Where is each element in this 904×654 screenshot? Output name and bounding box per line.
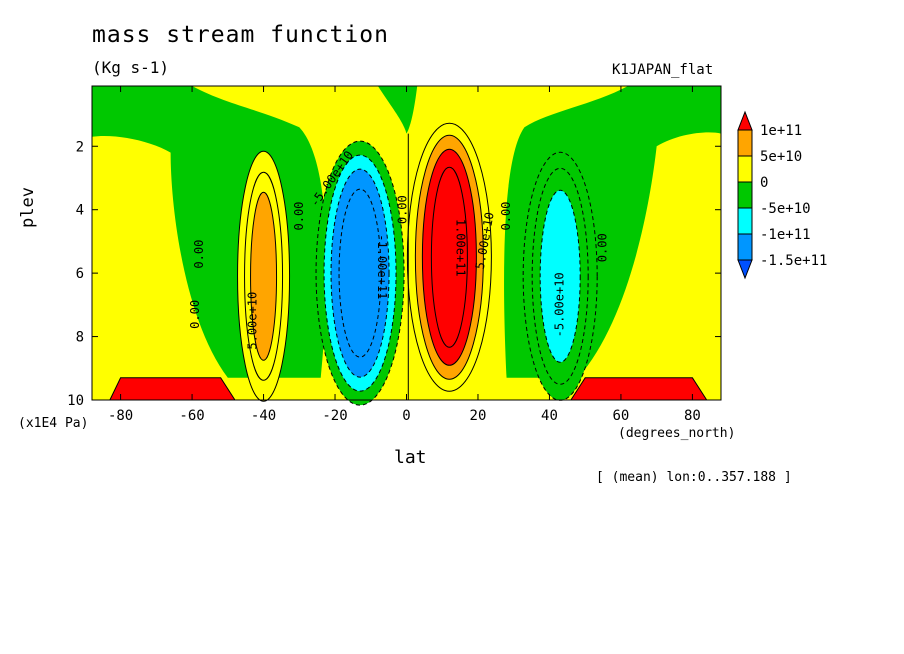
y-tick-label-1: 4 bbox=[76, 203, 84, 219]
contour-label-10: 0.00 bbox=[396, 195, 410, 224]
x-tick-label-7: 60 bbox=[613, 408, 630, 424]
contour-label-11: 0.00 bbox=[499, 202, 513, 231]
x-axis-units: (degrees_north) bbox=[618, 426, 736, 441]
legend-swatch-3 bbox=[737, 207, 753, 235]
y-tick-label-2: 6 bbox=[76, 266, 84, 282]
green-region-equator bbox=[377, 86, 418, 134]
legend-swatch-1 bbox=[737, 155, 753, 183]
x-tick-label-5: 20 bbox=[470, 408, 487, 424]
contour-cell-2-level-4 bbox=[338, 188, 382, 358]
topography-north bbox=[569, 377, 708, 401]
legend-swatch-4 bbox=[737, 233, 753, 261]
contour-cell-4-level-3 bbox=[539, 189, 581, 363]
legend-level-5: -1.5e+11 bbox=[760, 253, 827, 269]
legend-level-0: 1e+11 bbox=[760, 123, 802, 139]
chart-units: (Kg s-1) bbox=[92, 58, 170, 77]
chart-title: mass stream function bbox=[92, 22, 389, 48]
topography-south bbox=[109, 377, 236, 401]
contour-label-5: 1.00e+11 bbox=[454, 219, 468, 277]
legend-level-3: -5e+10 bbox=[760, 201, 811, 217]
x-tick-label-2: -40 bbox=[251, 408, 276, 424]
legend-swatch-0 bbox=[737, 129, 753, 157]
x-tick-label-6: 40 bbox=[541, 408, 558, 424]
x-axis-label: lat bbox=[394, 447, 427, 468]
mean-note: [ (mean) lon:0..357.188 ] bbox=[596, 470, 792, 485]
y-axis-units: (x1E4 Pa) bbox=[18, 416, 89, 431]
contour-cell-3-level-4 bbox=[430, 166, 468, 348]
legend-swatch-2 bbox=[737, 181, 753, 209]
x-tick-label-3: -20 bbox=[322, 408, 347, 424]
legend-level-1: 5e+10 bbox=[760, 149, 802, 165]
y-tick-label-0: 2 bbox=[76, 139, 84, 155]
legend-arrow-top bbox=[737, 110, 753, 131]
contour-label-3: -1.00e+11 bbox=[375, 234, 389, 299]
y-tick-label-4: 10 bbox=[67, 393, 84, 409]
contour-label-1: 5.00e+10 bbox=[245, 292, 259, 350]
contour-cell-1-level-3 bbox=[250, 191, 278, 361]
x-tick-label-1: -60 bbox=[179, 408, 204, 424]
contour-label-8: 0.00 bbox=[292, 202, 306, 231]
run-label: K1JAPAN_flat bbox=[612, 62, 714, 78]
legend-level-4: -1e+11 bbox=[760, 227, 811, 243]
contour-label-9: 0.00 bbox=[192, 240, 206, 269]
contour-label-6: -5.00e+10 bbox=[553, 272, 567, 337]
legend-level-2: 0 bbox=[760, 175, 768, 191]
x-tick-label-8: 80 bbox=[684, 408, 701, 424]
x-tick-label-4: 0 bbox=[402, 408, 410, 424]
legend-arrow-bottom bbox=[737, 259, 753, 280]
contour-label-7: 0.00 bbox=[188, 300, 202, 329]
contour-label-12: 0.00 bbox=[596, 233, 610, 262]
y-tick-label-3: 8 bbox=[76, 330, 84, 346]
x-tick-label-0: -80 bbox=[108, 408, 133, 424]
